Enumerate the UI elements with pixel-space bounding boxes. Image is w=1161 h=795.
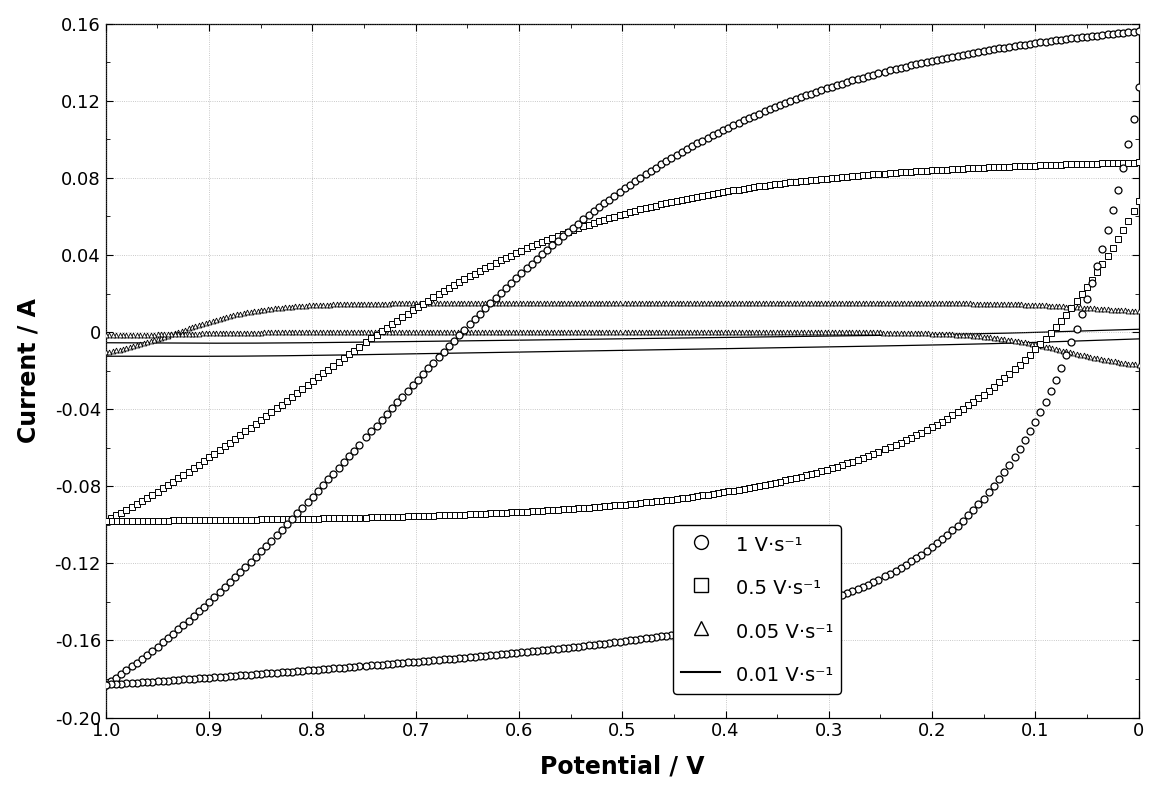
- Legend: 1 V·s⁻¹, 0.5 V·s⁻¹, 0.05 V·s⁻¹, 0.01 V·s⁻¹: 1 V·s⁻¹, 0.5 V·s⁻¹, 0.05 V·s⁻¹, 0.01 V·s…: [673, 525, 841, 694]
- Y-axis label: Current / A: Current / A: [16, 298, 41, 443]
- X-axis label: Potential / V: Potential / V: [540, 754, 705, 778]
